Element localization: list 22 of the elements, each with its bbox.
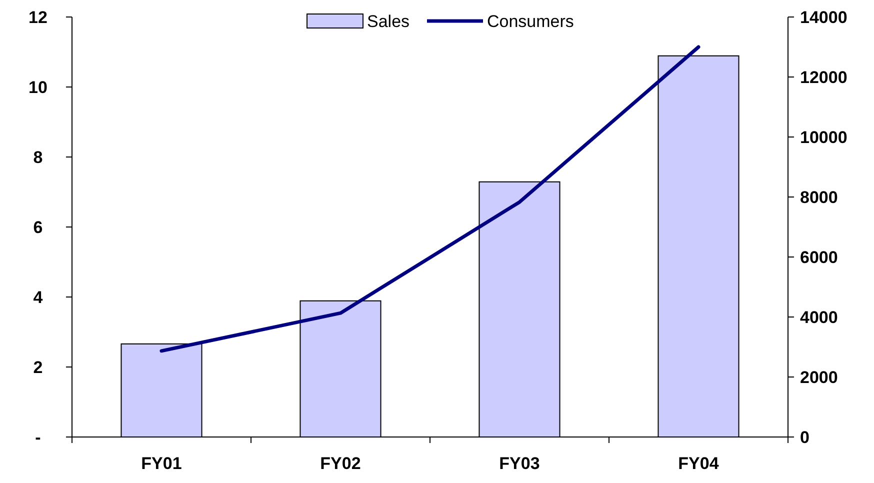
y2-tick-label: 6000 bbox=[800, 248, 838, 267]
legend-label: Sales bbox=[367, 12, 410, 31]
x-tick-label: FY03 bbox=[499, 454, 540, 473]
y-tick-label: 2 bbox=[33, 358, 43, 377]
y2-tick-label: 12000 bbox=[800, 68, 848, 87]
y2-tick-label: 10000 bbox=[800, 128, 848, 147]
y2-tick-label: 4000 bbox=[800, 308, 838, 327]
y-tick-label: 8 bbox=[33, 148, 43, 167]
y2-tick-label: 2000 bbox=[800, 368, 838, 387]
y2-tick-label: 14000 bbox=[800, 8, 848, 27]
y2-tick-label: 0 bbox=[800, 428, 810, 447]
y-tick-label: 6 bbox=[33, 218, 43, 237]
legend-label: Consumers bbox=[487, 12, 574, 31]
x-tick-label: FY01 bbox=[141, 454, 182, 473]
y-tick-label: 4 bbox=[33, 288, 44, 307]
y-tick-label: 12 bbox=[28, 8, 48, 27]
x-tick-label: FY04 bbox=[678, 454, 720, 473]
y2-tick-label: 8000 bbox=[800, 188, 838, 207]
y-tick-label: 10 bbox=[28, 78, 48, 97]
line-series bbox=[160, 45, 700, 353]
y-tick-label: - bbox=[35, 428, 41, 447]
x-tick-label: FY02 bbox=[320, 454, 361, 473]
